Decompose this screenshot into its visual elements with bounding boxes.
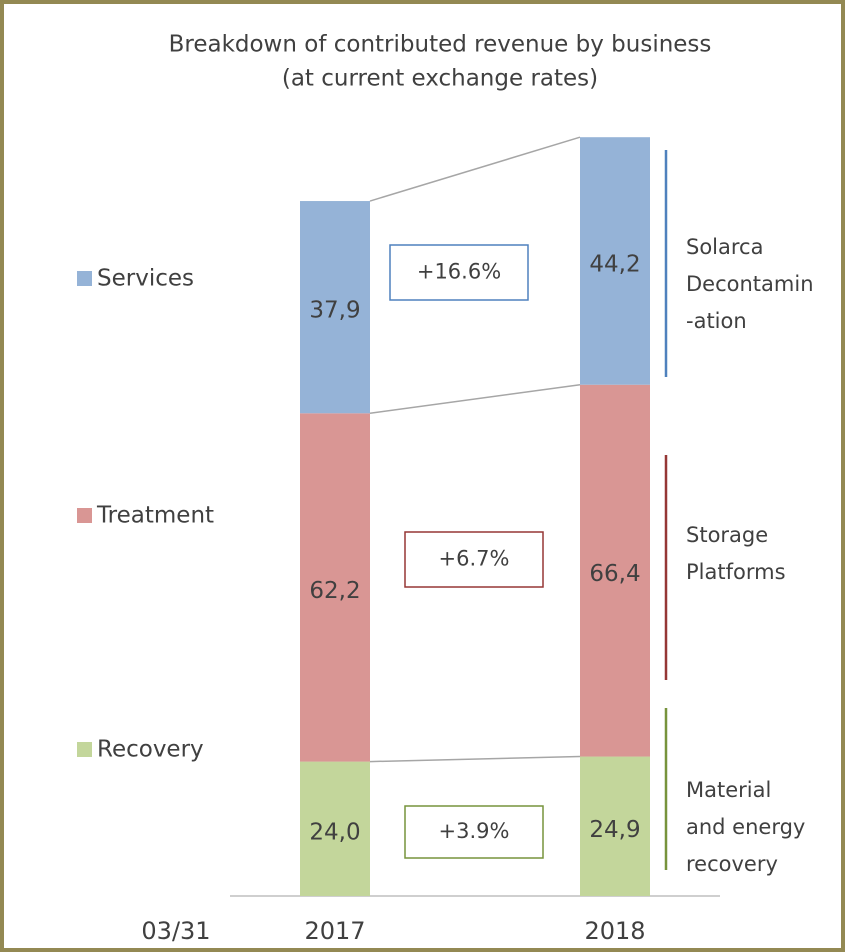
group-label: Solarca — [686, 235, 763, 259]
data-label: 37,9 — [309, 298, 360, 324]
bar-segment — [580, 384, 650, 757]
annotation-box — [404, 805, 544, 859]
x-tick-label: 2018 — [584, 917, 645, 945]
bar-segment — [580, 756, 650, 896]
bar-segment — [300, 201, 370, 414]
bar-segment — [580, 137, 650, 385]
chart-title: Breakdown of contributed revenue by busi… — [169, 32, 712, 58]
annotation-box — [404, 531, 544, 588]
legend-label: Recovery — [97, 737, 204, 763]
group-label: Material — [686, 778, 771, 802]
group-label: Storage — [686, 523, 768, 547]
annotation: +6.7% — [439, 547, 510, 571]
legend-swatch — [77, 742, 92, 757]
bar-segment — [300, 761, 370, 896]
group-label: Platforms — [686, 560, 786, 584]
x-axis-label: 03/31 — [141, 917, 210, 945]
bar-segment — [300, 413, 370, 762]
annotation: +16.6% — [417, 260, 501, 284]
group-label: and energy — [686, 815, 805, 839]
annotation-box — [389, 244, 529, 301]
group-label: Decontamin — [686, 272, 814, 296]
chart-subtitle: (at current exchange rates) — [282, 66, 598, 92]
annotation: +3.9% — [439, 819, 510, 843]
connector-line — [369, 136, 581, 202]
group-label: -ation — [686, 309, 747, 333]
x-tick-label: 2017 — [304, 917, 365, 945]
data-label: 24,9 — [589, 817, 640, 843]
data-label: 62,2 — [309, 578, 360, 604]
data-label: 66,4 — [589, 561, 640, 587]
data-label: 24,0 — [309, 819, 360, 845]
legend-label: Services — [97, 266, 194, 292]
legend-swatch — [77, 508, 92, 523]
legend-label: Treatment — [96, 503, 214, 529]
connector-line — [369, 755, 581, 763]
data-label: 44,2 — [589, 251, 640, 277]
legend-swatch — [77, 271, 92, 286]
connector-line — [369, 383, 581, 415]
group-label: recovery — [686, 852, 778, 876]
